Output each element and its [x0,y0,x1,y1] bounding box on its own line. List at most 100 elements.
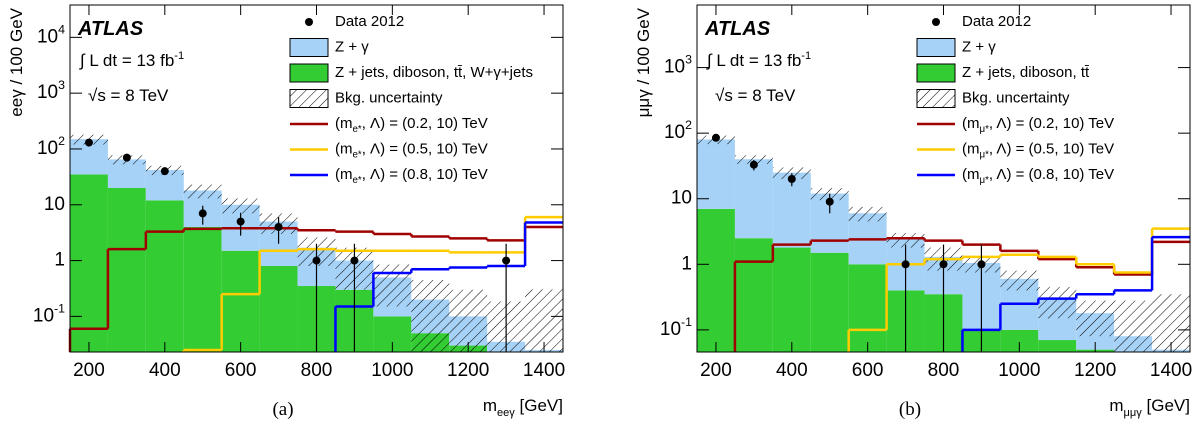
data-point [901,260,910,269]
text-run: , Λ) = (0.8, 10) TeV [362,166,488,183]
text-run: Z + γ [335,38,369,55]
text-run: e* [353,124,362,135]
text-run: (m [962,115,980,132]
y-axis-label: eeγ / 100 GeV [7,7,26,116]
y-tick-label: 103 [664,53,692,78]
legend-label: (me*, Λ) = (0.5, 10) TeV [335,140,488,160]
text-run: ATLAS [704,18,771,40]
text-run: 2 [58,134,65,148]
x-tick-label: 1200 [1074,360,1116,381]
y-tick-label: 10 [44,194,65,215]
text-run: 2 [685,118,692,132]
text-run: 1000 [998,360,1040,381]
uncertainty-band [734,155,773,164]
stack-bar [70,174,108,352]
uncertainty-band [1114,300,1153,352]
text-run: μ* [980,150,990,161]
text-run: 800 [928,360,960,381]
text-run: 4 [58,23,65,37]
text-run: 1200 [1074,360,1116,381]
text-run: ∫ L dt = 13 fb [79,51,174,70]
text-run: (a) [272,399,293,420]
text-run: Data 2012 [335,13,404,30]
legend-swatch [289,38,329,57]
text-run: , Λ) = (0.5, 10) TeV [989,140,1114,157]
uncertainty-band [525,289,563,352]
uncertainty-band [1076,300,1115,337]
uncertainty-band [449,289,488,352]
text-run: 10 [37,138,58,159]
text-run: μμγ [1124,407,1143,419]
stack-bar [145,200,184,352]
text-run: 10 [37,82,58,103]
text-run: [GeV] [1142,396,1190,415]
data-point [787,174,796,183]
text-run: , Λ) = (0.5, 10) TeV [362,140,488,157]
text-run: [GeV] [515,396,563,415]
data-point [939,260,948,269]
stack-bar [1038,340,1077,352]
x-tick-label: 600 [225,360,257,381]
data-point [236,217,245,226]
uncertainty-band [848,206,887,222]
x-tick-label: 1000 [998,360,1040,381]
data-point [977,260,986,269]
text-run: √s = 8 TeV [715,86,796,105]
text-run: Bkg. uncertainty [335,89,443,106]
y-tick-label: 10-1 [660,315,692,340]
y-tick-label: 104 [37,23,65,48]
text-run: eeγ / 100 GeV [7,7,26,116]
x-tick-label: 800 [928,360,960,381]
text-run: 1 [54,250,65,271]
text-run: 200 [73,360,105,381]
text-run: μ* [980,124,990,135]
text-run: μ* [980,175,990,186]
x-tick-label: 1400 [1150,360,1192,381]
text-run: 10 [37,26,58,47]
text-run: μμγ / 100 GeV [634,7,653,117]
stack-bar [772,247,811,352]
x-axis-label: meeγ [GeV] [483,396,563,418]
luminosity-label: ∫ L dt = 13 fb-1 [706,50,811,71]
stack-bar [697,208,735,352]
legend-marker [305,18,313,26]
legend-label: (mμ*, Λ) = (0.8, 10) TeV [962,166,1114,186]
caption: (a) [272,399,293,420]
legend-label: (me*, Λ) = (0.2, 10) TeV [335,115,488,135]
text-run: (m [335,140,353,157]
text-run: 400 [776,360,808,381]
legend-marker [932,18,940,26]
x-tick-label: 1000 [371,360,413,381]
text-run: 600 [225,360,257,381]
y-tick-label: 10 [671,188,692,209]
text-run: 1000 [371,360,413,381]
text-run: Z + γ [962,38,996,55]
data-point [122,153,131,162]
legend-label: Z + jets, diboson, tt̄, W+γ+jets [335,64,533,81]
text-run: -1 [681,315,692,329]
x-tick-label: 800 [301,360,333,381]
x-tick-label: 1400 [523,360,565,381]
y-tick-label: 102 [664,118,692,143]
energy-label: √s = 8 TeV [88,86,169,105]
data-point [312,256,321,265]
data-point [502,256,511,265]
text-run: 1400 [1150,360,1192,381]
stack-bar [810,252,849,352]
legend-label: Z + jets, diboson, tt̄ [962,64,1090,81]
text-run: 10 [33,305,54,326]
text-run: 1 [681,253,692,274]
text-run: (m [962,166,980,183]
text-run: 1400 [523,360,565,381]
text-run: -1 [174,50,184,62]
x-tick-label: 400 [776,360,808,381]
y-tick-label: 103 [37,78,65,103]
x-axis-label: mμμγ [GeV] [1109,396,1190,418]
legend-label: (me*, Λ) = (0.8, 10) TeV [335,166,488,186]
data-point [749,160,758,169]
text-run: eeγ [497,407,515,419]
legend-label: Z + γ [962,38,996,55]
text-run: 10 [664,57,685,78]
caption: (b) [899,399,921,420]
legend-label: Bkg. uncertainty [335,89,443,106]
